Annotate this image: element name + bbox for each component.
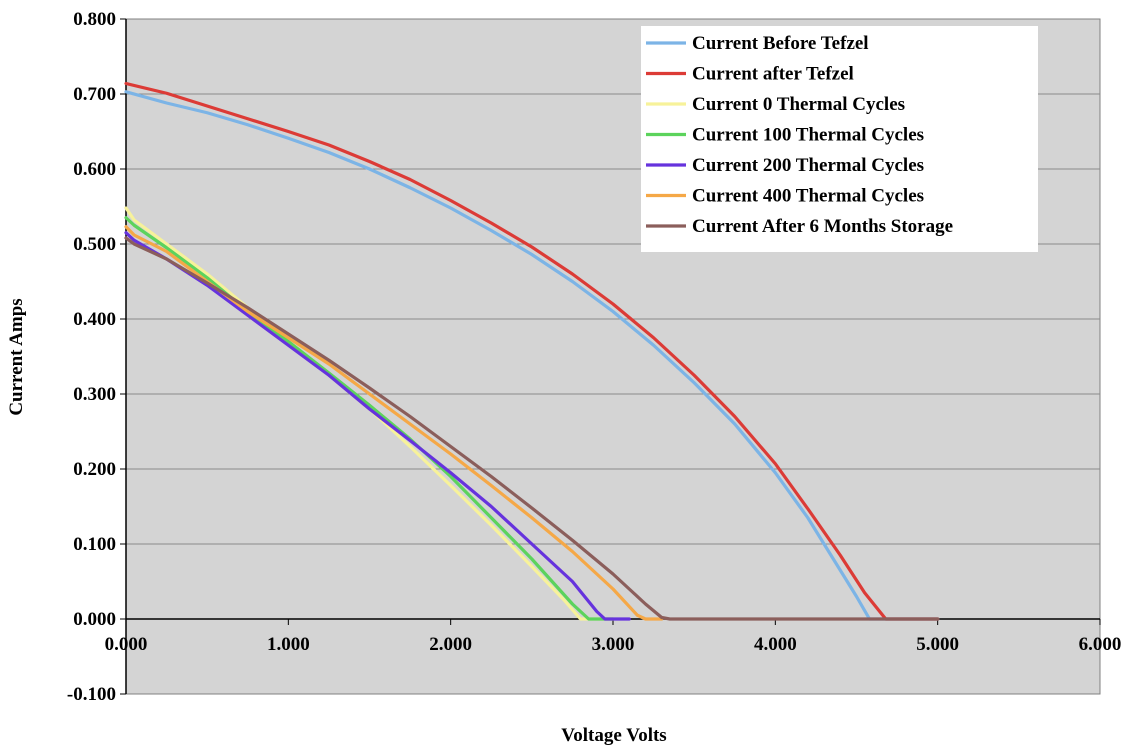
- y-tick-label: 0.600: [73, 159, 116, 180]
- y-tick-label: 0.300: [73, 384, 116, 405]
- x-tick-label: 5.000: [916, 634, 959, 655]
- y-axis-title: Current Amps: [6, 298, 27, 415]
- x-axis-title: Voltage Volts: [561, 725, 666, 746]
- x-tick-label: 3.000: [592, 634, 635, 655]
- legend-box: [641, 26, 1038, 252]
- y-tick-label: 0.500: [73, 234, 116, 255]
- y-tick-label: -0.100: [67, 684, 116, 705]
- series-group: [124, 81, 940, 621]
- y-tick-label: 0.200: [73, 459, 116, 480]
- series-line-6: [124, 225, 664, 621]
- legend-label: Current 200 Thermal Cycles: [692, 155, 924, 176]
- series-line-7: [124, 236, 940, 621]
- y-tick-label: 0.000: [73, 609, 116, 630]
- x-tick-label: 0.000: [105, 634, 148, 655]
- legend-label: Current Before Tefzel: [692, 33, 869, 54]
- series-line-2: [124, 81, 940, 621]
- legend-label: Current After 6 Months Storage: [692, 216, 953, 237]
- x-tick-label: 1.000: [267, 634, 310, 655]
- x-tick-label: 4.000: [754, 634, 797, 655]
- legend: Current Before Tefzel Current after Tefze…: [641, 26, 1038, 252]
- y-axis: 0.800 0.700 0.600 0.500 0.400 0.300 0.200 0.100…: [67, 9, 127, 705]
- series-line-4: [124, 216, 615, 621]
- legend-label: Current 0 Thermal Cycles: [692, 94, 905, 115]
- legend-label: Current 100 Thermal Cycles: [692, 125, 924, 146]
- x-tick-label: 2.000: [429, 634, 472, 655]
- series-line-3: [124, 206, 615, 621]
- legend-label: Current 400 Thermal Cycles: [692, 186, 924, 207]
- y-tick-label: 0.700: [73, 84, 116, 105]
- y-tick-label: 0.800: [73, 9, 116, 30]
- series-line-1: [124, 90, 940, 621]
- y-tick-label: 0.100: [73, 534, 116, 555]
- legend-label: Current after Tefzel: [692, 64, 854, 85]
- y-tick-label: 0.400: [73, 309, 116, 330]
- x-tick-label: 6.000: [1079, 634, 1122, 655]
